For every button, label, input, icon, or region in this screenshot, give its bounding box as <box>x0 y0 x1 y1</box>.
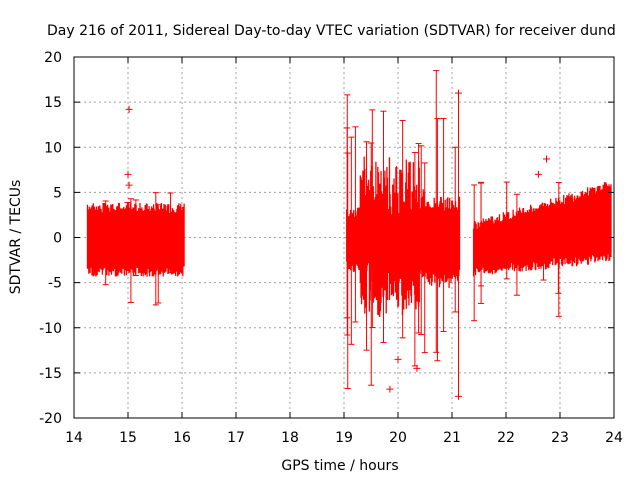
y-tick-label: 10 <box>44 140 62 156</box>
x-tick-label: 18 <box>281 430 299 446</box>
y-tick-label: 0 <box>53 231 62 247</box>
x-tick-label: 19 <box>335 430 353 446</box>
segment-3-band <box>472 182 612 277</box>
data-series-sdtvar <box>86 70 612 400</box>
y-tick-label: 5 <box>53 185 62 201</box>
y-tick-label: -20 <box>39 411 62 427</box>
y-tick-label: -5 <box>48 276 62 292</box>
x-tick-label: 23 <box>551 430 569 446</box>
segment-2 <box>344 70 461 390</box>
x-tick-label: 22 <box>497 430 515 446</box>
x-axis-title: GPS time / hours <box>281 458 398 474</box>
y-tick-label: -15 <box>39 366 62 382</box>
outlier-point <box>543 155 550 163</box>
y-tick-label: -10 <box>39 321 62 337</box>
x-tick-label: 17 <box>227 430 245 446</box>
y-tick-label: 15 <box>44 95 62 111</box>
x-tick-label: 15 <box>119 430 137 446</box>
chart-title: Day 216 of 2011, Sidereal Day-to-day VTE… <box>47 23 616 39</box>
axis-ticks <box>73 56 615 419</box>
outlier-point <box>125 105 133 113</box>
axis-tick-labels: 14 15 16 17 18 19 20 21 22 23 24 -20 -15 -10 -5 0 5 10 15 2… <box>39 50 623 446</box>
x-tick-label: 14 <box>65 430 83 446</box>
segment-1-band <box>86 202 185 277</box>
y-tick-label: 20 <box>44 50 62 66</box>
x-tick-label: 16 <box>173 430 191 446</box>
outlier-point <box>386 385 394 393</box>
segment-3 <box>471 181 612 322</box>
outlier-point <box>413 364 421 372</box>
x-tick-label: 24 <box>605 430 623 446</box>
outlier-point <box>534 170 542 178</box>
outlier-point <box>125 181 133 189</box>
x-tick-label: 21 <box>443 430 461 446</box>
segment-1 <box>86 192 185 306</box>
outlier-point <box>394 355 402 363</box>
outlier-point <box>124 170 132 178</box>
outlier-point <box>454 89 462 97</box>
x-tick-label: 20 <box>389 430 407 446</box>
y-axis-title: SDTVAR / TECUs <box>8 180 24 295</box>
outlier-point <box>454 392 462 400</box>
